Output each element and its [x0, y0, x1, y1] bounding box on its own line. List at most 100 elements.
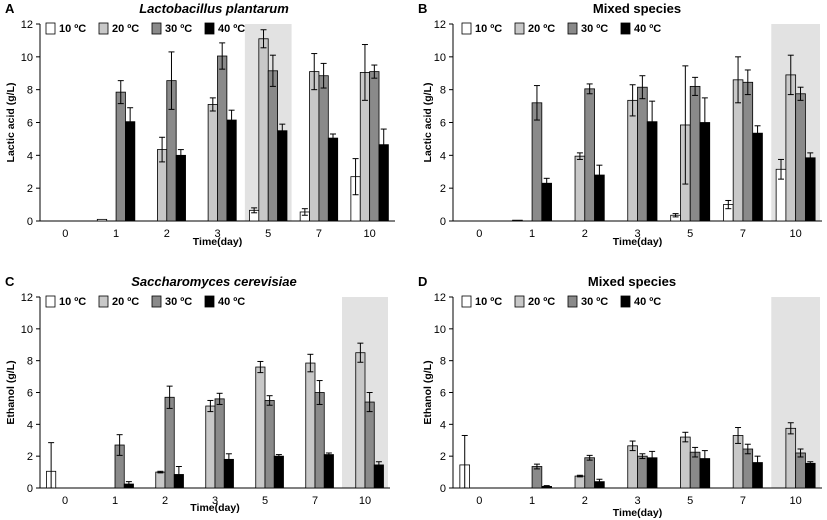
panel-letter: B [418, 1, 427, 16]
panel-letter: A [5, 1, 15, 16]
x-tick-label: 1 [112, 495, 118, 507]
x-tick-label: 7 [312, 495, 318, 507]
bar [804, 157, 816, 222]
legend-label: 30 ºC [165, 23, 192, 35]
y-tick-label: 6 [27, 118, 33, 130]
legend-swatch [567, 22, 578, 35]
bar [273, 455, 284, 489]
bar [217, 55, 228, 222]
bar [205, 405, 216, 489]
bar [255, 366, 266, 489]
bar [795, 452, 806, 489]
y-tick-label: 12 [434, 19, 446, 31]
panel-letter: C [5, 274, 15, 289]
x-tick-label: 2 [164, 228, 170, 240]
bar [175, 154, 186, 222]
y-tick-label: 4 [27, 419, 33, 431]
y-axis-label: Lactic acid (g/L) [5, 83, 17, 163]
y-axis-label: Lactic acid (g/L) [422, 83, 434, 163]
bar [277, 130, 288, 222]
x-tick-label: 2 [582, 495, 588, 507]
legend-label: 40 ºC [218, 23, 245, 35]
bar [627, 445, 638, 489]
y-tick-label: 6 [440, 118, 446, 130]
x-tick-label: 0 [476, 495, 482, 507]
bar [574, 475, 586, 489]
bar [541, 182, 552, 222]
bar [323, 454, 334, 489]
bar [785, 427, 797, 489]
bar [226, 119, 237, 222]
bar [207, 104, 218, 222]
legend-swatch [204, 295, 215, 308]
x-tick-label: 3 [634, 228, 640, 240]
y-tick-label: 2 [27, 183, 33, 195]
y-tick-label: 0 [440, 483, 446, 495]
bar [214, 398, 225, 489]
x-tick-label: 0 [476, 228, 482, 240]
legend-label: 40 ºC [218, 296, 245, 308]
bar [369, 71, 380, 222]
legend-label: 20 ºC [528, 23, 555, 35]
y-tick-label: 12 [434, 292, 446, 304]
bar [164, 396, 175, 489]
legend-swatch [45, 22, 56, 35]
y-tick-label: 0 [27, 483, 33, 495]
legend-label: 10 ºC [475, 296, 502, 308]
legend-swatch [620, 22, 631, 35]
y-tick-label: 10 [21, 52, 33, 64]
bar [318, 75, 329, 222]
y-tick-label: 4 [440, 419, 446, 431]
y-axis-label: Ethanol (g/L) [422, 360, 434, 424]
x-tick-label: 5 [687, 228, 693, 240]
x-tick-label: 1 [113, 228, 119, 240]
bar [314, 392, 325, 489]
y-tick-label: 2 [440, 183, 446, 195]
bar [264, 400, 275, 489]
x-tick-label: 5 [262, 495, 268, 507]
y-tick-label: 2 [27, 451, 33, 463]
panel-title: Lactobacillus plantarum [139, 1, 289, 16]
legend-swatch [567, 295, 578, 308]
y-tick-label: 0 [27, 216, 33, 228]
legend-label: 20 ºC [112, 23, 139, 35]
y-tick-label: 8 [27, 85, 33, 97]
legend-label: 30 ºC [165, 296, 192, 308]
panel-title: Mixed species [593, 1, 681, 16]
y-tick-label: 12 [21, 292, 33, 304]
legend-label: 20 ºC [112, 296, 139, 308]
bar [689, 85, 701, 222]
bar [155, 471, 166, 489]
y-tick-label: 10 [434, 52, 446, 64]
legend-swatch [204, 22, 215, 35]
x-tick-label: 2 [582, 228, 588, 240]
legend-label: 40 ºC [634, 296, 661, 308]
legend-swatch [98, 295, 109, 308]
y-tick-label: 10 [434, 324, 446, 336]
x-tick-label: 1 [529, 495, 535, 507]
bar [309, 71, 320, 222]
bar [689, 451, 701, 489]
x-axis-label: Time(day) [190, 502, 239, 514]
y-tick-label: 6 [440, 388, 446, 400]
legend-swatch [45, 295, 56, 308]
legend-label: 40 ºC [634, 23, 661, 35]
legend-label: 10 ºC [59, 296, 86, 308]
bar [680, 436, 691, 489]
legend-swatch [98, 22, 109, 35]
y-tick-label: 4 [27, 150, 33, 162]
bar [305, 362, 316, 489]
bar [785, 74, 797, 222]
bar [96, 218, 108, 222]
x-tick-label: 3 [634, 495, 640, 507]
legend-label: 20 ºC [528, 296, 555, 308]
bar [804, 462, 816, 489]
bar [584, 457, 595, 489]
legend-swatch [514, 22, 525, 35]
panel-letter: D [418, 274, 427, 289]
